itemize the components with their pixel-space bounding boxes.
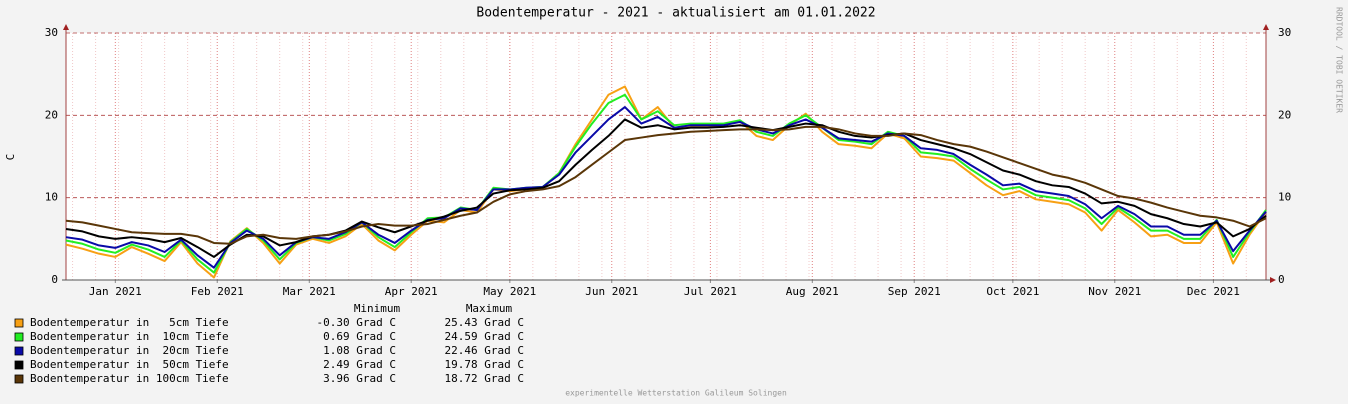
y-tick-label-right: 20: [1278, 108, 1291, 121]
series-line: [65, 106, 1267, 269]
legend-swatch: [14, 318, 24, 328]
legend-swatch: [14, 360, 24, 370]
y-tick-label: 10: [45, 191, 58, 204]
x-tick-label: Jun 2021: [585, 285, 638, 298]
legend-header: Maximum: [466, 302, 513, 315]
y-tick-label: 0: [51, 273, 58, 286]
y-tick-label: 20: [45, 108, 58, 121]
axis-arrow: [63, 24, 69, 30]
legend-label: Bodentemperatur in 50cm Tiefe: [30, 358, 229, 371]
y-tick-label-right: 0: [1278, 273, 1285, 286]
legend-header: Minimum: [354, 302, 401, 315]
y-tick-label-right: 30: [1278, 26, 1291, 39]
legend-swatch: [14, 374, 24, 384]
x-tick-label: May 2021: [483, 285, 536, 298]
axis-arrow: [1263, 24, 1269, 30]
legend-minimum: 2.49 Grad C: [323, 358, 396, 371]
plot-area: [66, 33, 1266, 280]
legend-label: Bodentemperatur in 10cm Tiefe: [30, 330, 229, 343]
x-tick-label: Nov 2021: [1088, 285, 1141, 298]
series-line: [65, 125, 1267, 245]
footer: experimentelle Wetterstation Galileum So…: [565, 389, 787, 398]
y-tick-label-right: 10: [1278, 191, 1291, 204]
y-tick-label: 30: [45, 26, 58, 39]
legend-swatch: [14, 332, 24, 342]
legend-minimum: 1.08 Grad C: [323, 344, 396, 357]
x-tick-label: Oct 2021: [986, 285, 1039, 298]
legend-maximum: 19.78 Grad C: [445, 358, 524, 371]
x-tick-label: Jan 2021: [89, 285, 142, 298]
legend-minimum: 3.96 Grad C: [323, 372, 396, 385]
legend-maximum: 18.72 Grad C: [445, 372, 524, 385]
legend-maximum: 24.59 Grad C: [445, 330, 524, 343]
x-tick-label: Apr 2021: [385, 285, 438, 298]
legend-maximum: 22.46 Grad C: [445, 344, 524, 357]
axis-arrow: [1270, 277, 1276, 283]
legend-label: Bodentemperatur in 20cm Tiefe: [30, 344, 229, 357]
series-line: [65, 93, 1267, 274]
legend-maximum: 25.43 Grad C: [445, 316, 524, 329]
y-axis-label: C: [4, 154, 17, 161]
legend-minimum: 0.69 Grad C: [323, 330, 396, 343]
series-line: [65, 118, 1267, 258]
x-tick-label: Mar 2021: [283, 285, 336, 298]
legend-label: Bodentemperatur in 100cm Tiefe: [30, 372, 229, 385]
legend-swatch: [14, 346, 24, 356]
side-note: RRDTOOL / TOBI OETIKER: [1335, 7, 1344, 113]
x-tick-label: Feb 2021: [191, 285, 244, 298]
x-tick-label: Aug 2021: [786, 285, 839, 298]
legend-minimum: -0.30 Grad C: [317, 316, 396, 329]
x-tick-label: Dec 2021: [1187, 285, 1240, 298]
legend-label: Bodentemperatur in 5cm Tiefe: [30, 316, 229, 329]
x-tick-label: Jul 2021: [684, 285, 737, 298]
x-tick-label: Sep 2021: [888, 285, 941, 298]
chart-title: Bodentemperatur - 2021 - aktualisiert am…: [476, 6, 875, 21]
